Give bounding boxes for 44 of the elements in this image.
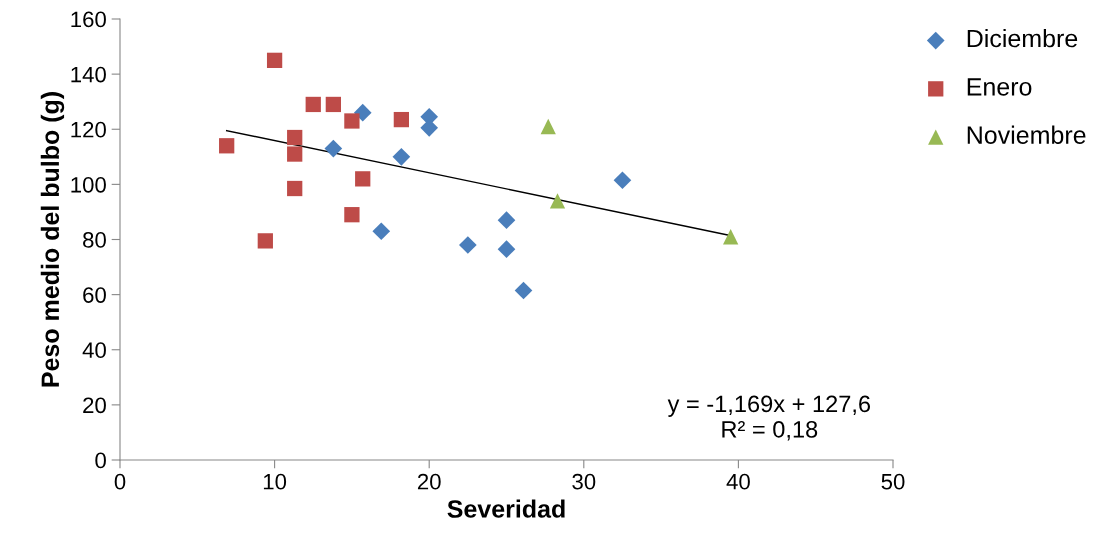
point [324, 139, 343, 158]
y-tick-label: 120 [71, 121, 106, 138]
point [287, 129, 303, 146]
y-tick-label: 60 [83, 287, 106, 303]
y-tick-label: 0 [95, 452, 106, 469]
point [344, 113, 360, 129]
y-axis-title: Peso medio del bulbo (g) [40, 92, 65, 387]
point [325, 96, 341, 113]
point [613, 171, 632, 190]
legend-label: Enero [967, 78, 1032, 96]
x-axis-title: Severidad [447, 499, 565, 518]
point [392, 147, 411, 166]
annotation: y = -1,169x + 127,6 R² = 0,18 [667, 395, 871, 441]
point [257, 233, 273, 249]
y-tick-label: 40 [82, 342, 106, 359]
point [549, 193, 566, 209]
point [514, 281, 533, 300]
y-tick-label: 80 [83, 232, 106, 248]
point [723, 229, 739, 245]
legend-label: Noviembre [967, 125, 1086, 144]
legend-label: Diciembre [967, 29, 1078, 48]
point [344, 207, 360, 223]
y-tick-label: 160 [71, 11, 106, 28]
point [355, 171, 371, 187]
point [287, 146, 303, 162]
y-tick-label: 140 [71, 66, 106, 83]
point [497, 211, 516, 230]
point [305, 96, 321, 113]
point [287, 180, 303, 197]
point [459, 236, 477, 254]
point [497, 240, 516, 258]
x-tick-label: 10 [263, 473, 287, 490]
point [540, 118, 556, 135]
x-tick-label: 20 [417, 473, 441, 490]
y-tick-label: 100 [71, 176, 106, 193]
point [372, 222, 391, 241]
x-tick-label: 40 [726, 473, 750, 490]
x-tick-label: 0 [114, 473, 126, 490]
x-tick-label: 50 [881, 473, 905, 490]
point [393, 111, 410, 128]
point [219, 138, 235, 154]
x-tick-label: 30 [572, 473, 596, 490]
point [266, 52, 283, 68]
y-tick-label: 20 [83, 397, 106, 414]
